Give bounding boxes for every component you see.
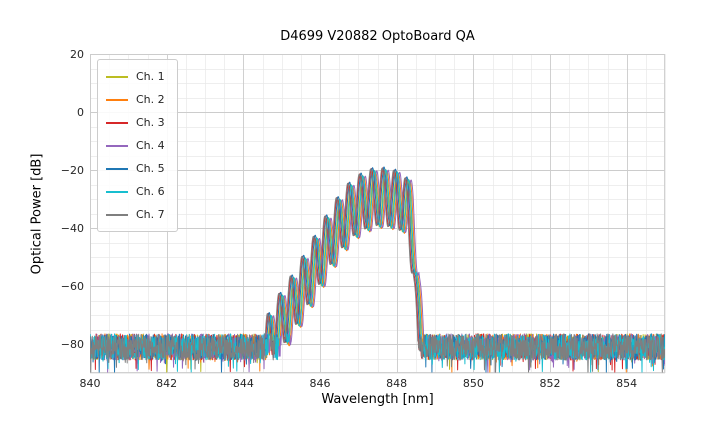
y-tick-label: −60 — [60, 279, 84, 293]
legend-label: Ch. 7 — [136, 208, 165, 221]
legend-item: Ch. 6 — [106, 180, 165, 203]
legend: Ch. 1 Ch. 2 Ch. 3 Ch. 4 Ch. 5 Ch. 6 Ch. 7 — [97, 59, 178, 232]
legend-item: Ch. 5 — [106, 157, 165, 180]
y-tick-label: −40 — [60, 221, 84, 235]
legend-item: Ch. 1 — [106, 65, 165, 88]
y-tick-label: 20 — [70, 47, 84, 61]
legend-item: Ch. 4 — [106, 134, 165, 157]
legend-label: Ch. 2 — [136, 93, 165, 106]
x-tick-label: 846 — [309, 377, 331, 390]
legend-item: Ch. 3 — [106, 111, 165, 134]
legend-line-swatch — [106, 213, 128, 216]
legend-line-swatch — [106, 144, 128, 147]
x-tick-label: 840 — [79, 377, 101, 390]
legend-item: Ch. 7 — [106, 203, 165, 226]
legend-label: Ch. 4 — [136, 139, 165, 152]
legend-label: Ch. 6 — [136, 185, 165, 198]
legend-label: Ch. 5 — [136, 162, 165, 175]
legend-line-swatch — [106, 167, 128, 170]
y-tick-label: 0 — [77, 105, 84, 119]
legend-label: Ch. 3 — [136, 116, 165, 129]
legend-line-swatch — [106, 75, 128, 78]
x-axis-label: Wavelength [nm] — [321, 392, 434, 407]
chart-title: D4699 V20882 OptoBoard QA — [280, 29, 475, 44]
legend-line-swatch — [106, 98, 128, 101]
x-tick-label: 850 — [462, 377, 484, 390]
x-tick-label: 854 — [616, 377, 638, 390]
y-tick-label: −20 — [60, 163, 84, 177]
legend-line-swatch — [106, 190, 128, 193]
x-tick-label: 848 — [386, 377, 408, 390]
y-axis-label: Optical Power [dB] — [29, 153, 45, 275]
x-tick-label: 842 — [156, 377, 178, 390]
x-tick-label: 852 — [539, 377, 561, 390]
x-tick-label: 844 — [232, 377, 254, 390]
legend-label: Ch. 1 — [136, 70, 165, 83]
y-tick-label: −80 — [60, 337, 84, 351]
legend-line-swatch — [106, 121, 128, 124]
legend-item: Ch. 2 — [106, 88, 165, 111]
